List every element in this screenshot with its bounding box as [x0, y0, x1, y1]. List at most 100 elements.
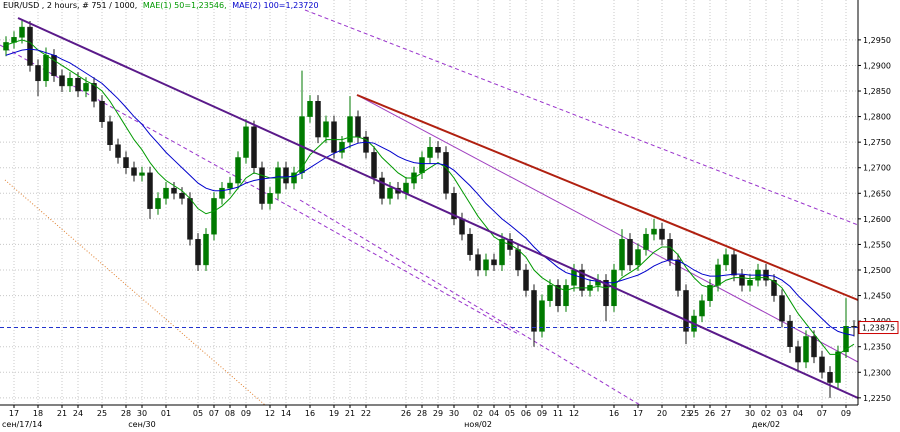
x-tick-label: 16: [305, 409, 315, 418]
x-tick-label: 28: [417, 409, 427, 418]
candle-body: [115, 144, 121, 158]
candle-body: [515, 249, 521, 271]
candle-body: [27, 26, 33, 66]
candle-body: [675, 259, 681, 291]
x-tick-label: 25: [689, 409, 699, 418]
candle-body: [427, 147, 433, 158]
y-tick-label: 1,2650: [863, 189, 891, 198]
candle-body: [211, 198, 217, 235]
candle-body: [307, 101, 313, 117]
x-tick-label: 02: [761, 409, 771, 418]
x-tick-label: 21: [57, 409, 67, 418]
x-tick-label: 05: [193, 409, 203, 418]
axes: 1,22501,23001,23501,24001,24501,25001,25…: [2, 36, 899, 429]
candle-body: [379, 177, 385, 199]
y-tick-label: 1,2300: [863, 368, 891, 377]
x-tick-label: 04: [793, 409, 803, 418]
candle-body: [187, 198, 193, 240]
x-tick-label: 28: [121, 409, 131, 418]
candle-body: [523, 269, 529, 291]
current-price-label: 1,23875: [862, 324, 895, 333]
candle-body: [787, 320, 793, 347]
candle-body: [155, 198, 161, 209]
candle-body: [651, 228, 657, 235]
candle-body: [35, 65, 41, 82]
y-tick-label: 1,2800: [863, 113, 891, 122]
candle-body: [267, 193, 273, 204]
x-tick-label: 27: [721, 409, 731, 418]
ma-line: [5, 39, 855, 355]
y-tick-label: 1,2700: [863, 164, 891, 173]
x-tick-label: 29: [433, 409, 443, 418]
x-tick-label: 30: [745, 409, 755, 418]
candle-body: [731, 254, 737, 276]
y-tick-label: 1,2850: [863, 87, 891, 96]
x-tick-label: 26: [705, 409, 715, 418]
candle-body: [323, 121, 329, 138]
candle-body: [123, 157, 129, 168]
thin-channel-line: [356, 94, 859, 363]
y-tick-label: 1,2600: [863, 215, 891, 224]
candle-body: [331, 121, 337, 153]
candle-body: [283, 167, 289, 184]
candle-body: [219, 187, 225, 199]
x-tick-label: 02: [473, 409, 483, 418]
candle-body: [683, 290, 689, 332]
grid: [0, 0, 858, 405]
x-tick-label: 23: [681, 409, 691, 418]
ma-line: [5, 48, 855, 336]
candle-body: [627, 239, 633, 266]
candle-body: [491, 259, 497, 266]
channel-dashed: [304, 9, 859, 226]
candle-body: [459, 218, 465, 235]
candle-body: [579, 269, 585, 291]
candle-body: [811, 336, 817, 358]
candle-body: [771, 279, 777, 296]
candle-body: [779, 295, 785, 322]
candle-body: [835, 351, 841, 383]
candle-body: [715, 264, 721, 286]
x-tick-label: 07: [209, 409, 219, 418]
candle-body: [827, 372, 833, 383]
month-label: сен/17/14: [2, 420, 42, 429]
x-tick-label: 04: [489, 409, 499, 418]
candle-body: [163, 187, 169, 199]
candle-body: [467, 233, 473, 255]
x-tick-label: 26: [401, 409, 411, 418]
candle-body: [339, 141, 345, 153]
x-tick-label: 09: [241, 409, 251, 418]
red-trend-line: [356, 94, 859, 301]
x-tick-label: 09: [841, 409, 851, 418]
x-tick-label: 12: [265, 409, 275, 418]
x-tick-label: 11: [553, 409, 563, 418]
y-tick-label: 1,2250: [863, 394, 891, 403]
candle-body: [91, 83, 97, 102]
candle-body: [259, 167, 265, 204]
candle-body: [99, 101, 105, 122]
legend: EUR/USD , 2 hours, # 751 / 1000, MAE(1) …: [3, 1, 319, 10]
candle-body: [547, 285, 553, 301]
current-price-box: [858, 321, 899, 335]
dotted-line: [4, 179, 266, 406]
candle-body: [795, 346, 801, 363]
candle-body: [435, 147, 441, 153]
candle-body: [443, 152, 449, 194]
candle-body: [803, 336, 809, 363]
candle-body: [499, 239, 505, 266]
candle-body: [539, 300, 545, 332]
candle-body: [75, 77, 81, 92]
x-tick-label: 30: [449, 409, 459, 418]
month-label: дек/02: [752, 420, 780, 429]
x-tick-label: 09: [537, 409, 547, 418]
candle-body: [739, 274, 745, 286]
candle-body: [699, 300, 705, 317]
candle-body: [371, 152, 377, 179]
candle-body: [131, 167, 137, 176]
candle-body: [275, 167, 281, 194]
candle-body: [59, 75, 65, 87]
candle-body: [363, 136, 369, 153]
candle-body: [3, 42, 9, 51]
candle-body: [603, 279, 609, 307]
